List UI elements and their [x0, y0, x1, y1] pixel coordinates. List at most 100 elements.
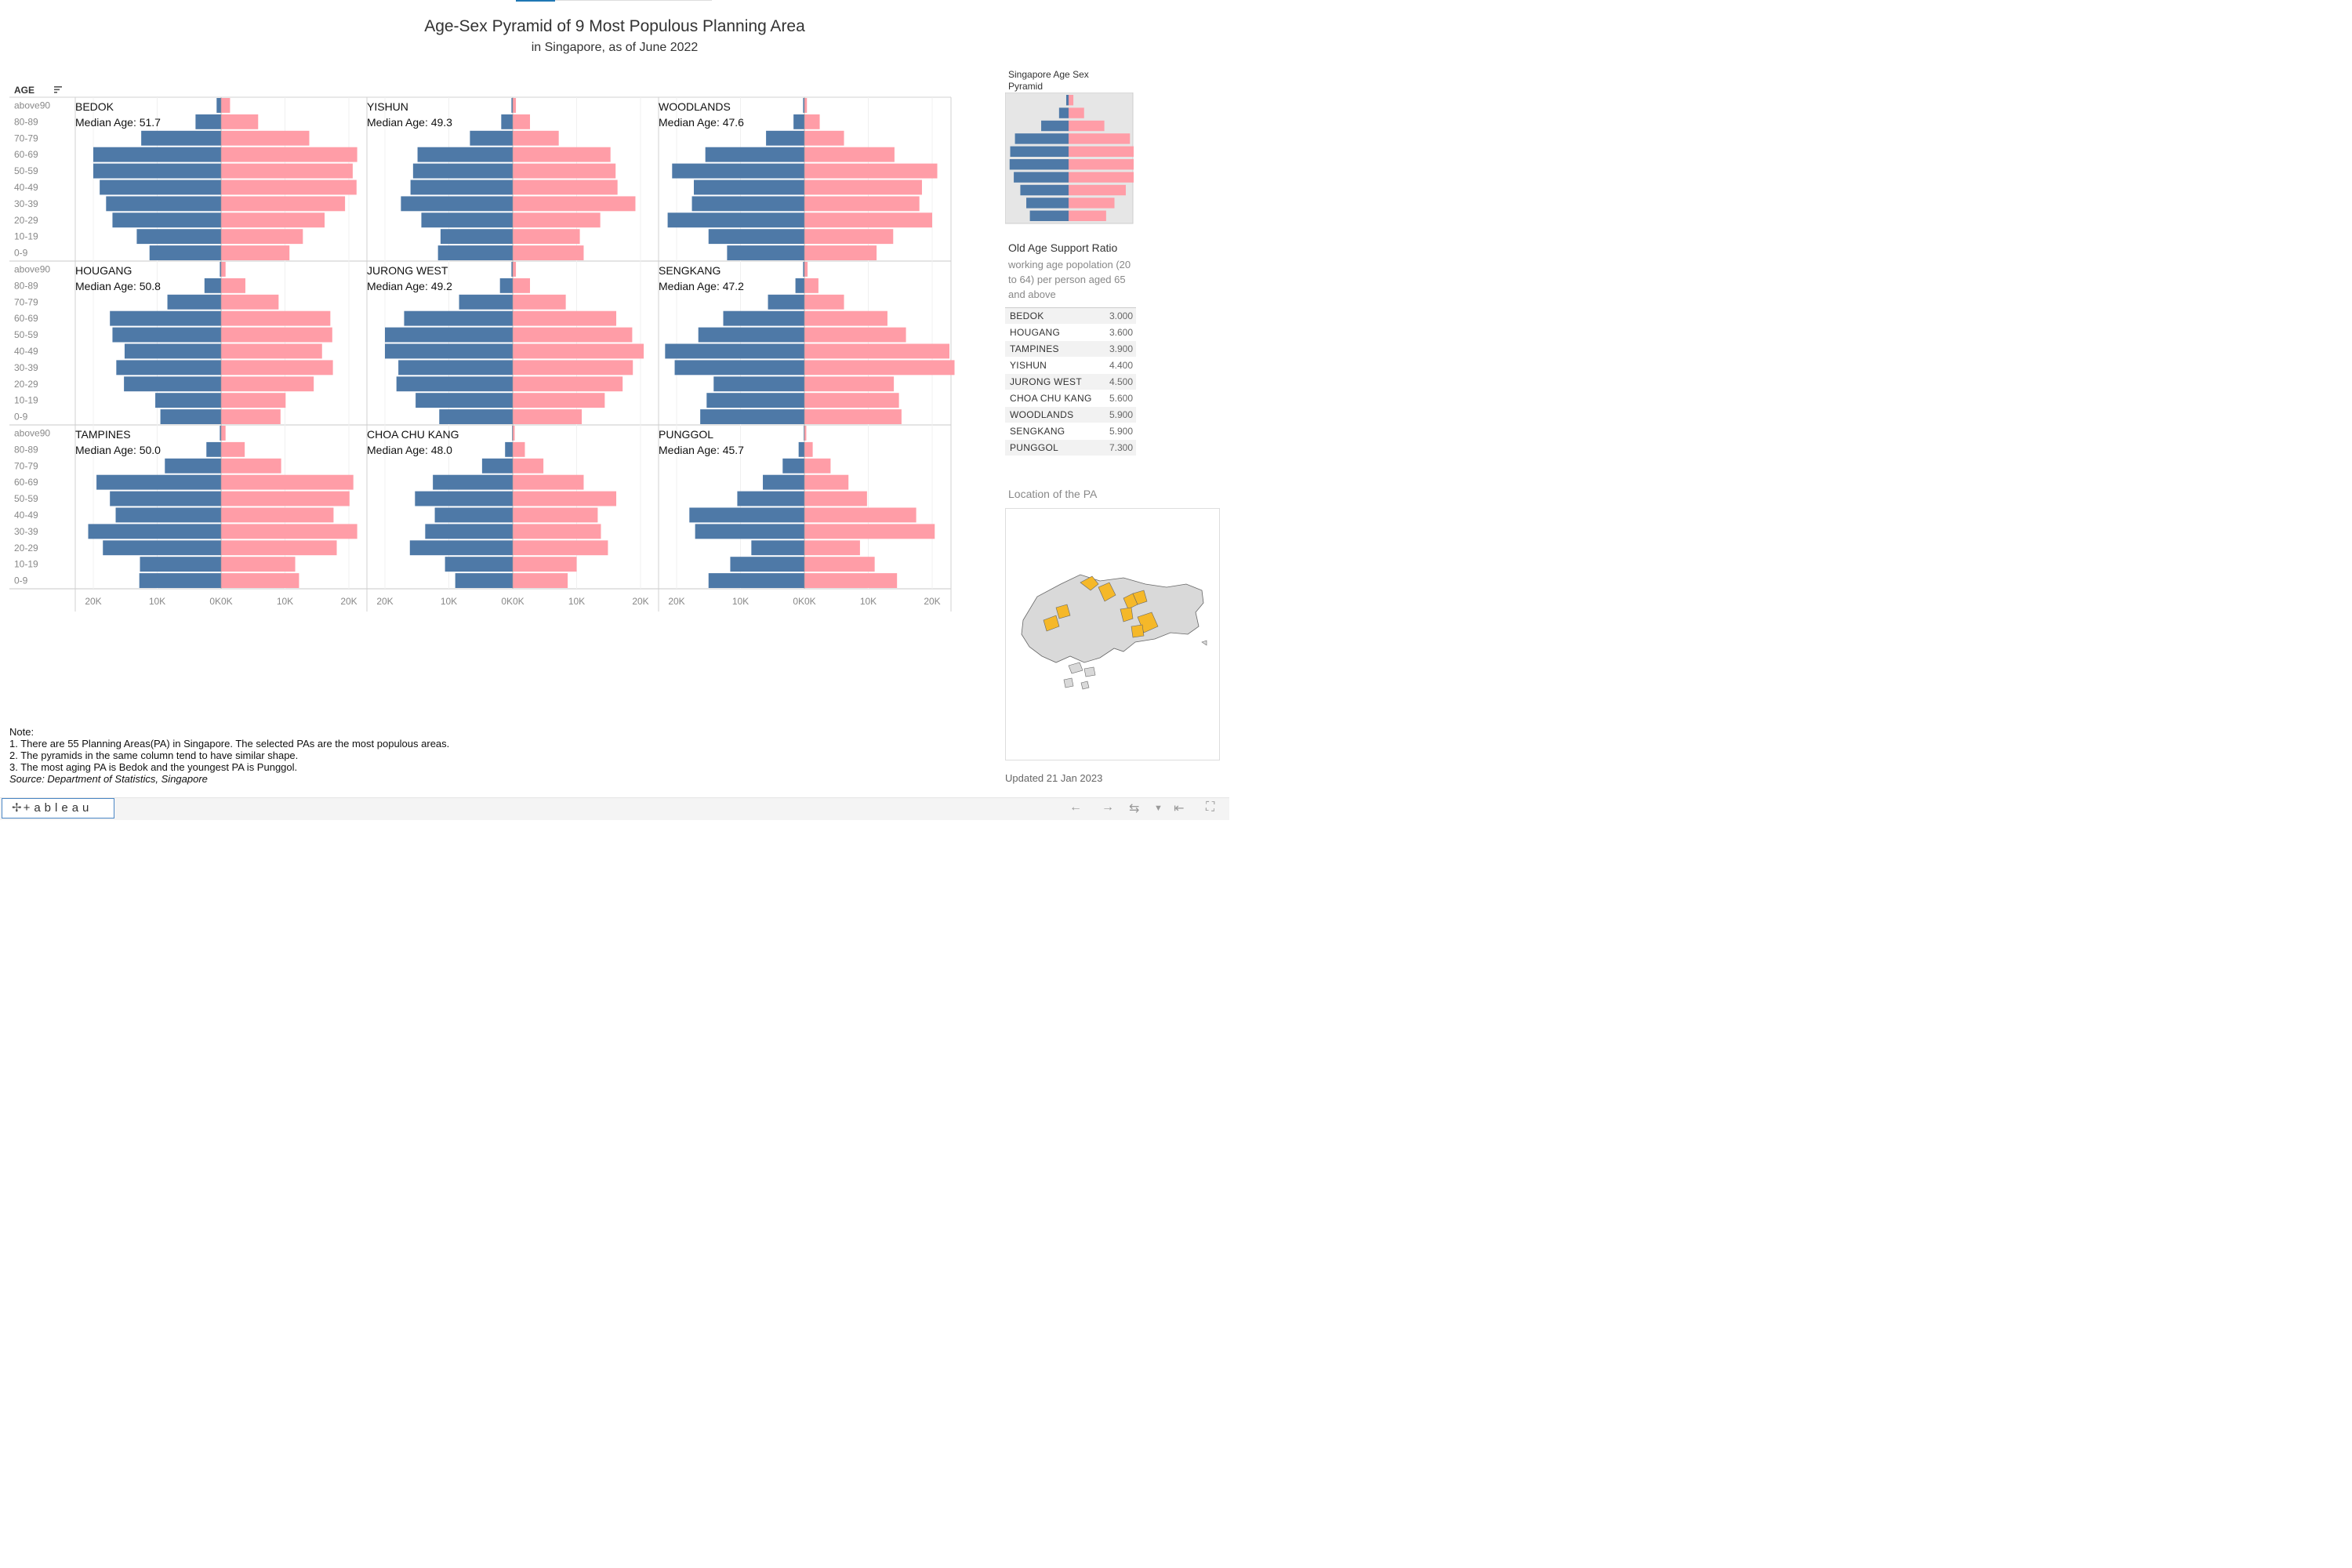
bar-male[interactable] — [727, 245, 804, 260]
bar-male[interactable] — [798, 441, 804, 457]
bar-male[interactable] — [216, 98, 221, 113]
bar-male[interactable] — [417, 147, 513, 162]
bar-male[interactable] — [385, 343, 513, 359]
bar-male[interactable] — [706, 393, 804, 408]
bar-female[interactable] — [804, 458, 831, 474]
bar-female[interactable] — [513, 474, 584, 490]
bar-female[interactable] — [221, 245, 290, 260]
oasr-row[interactable]: BEDOK 3.000 — [1005, 308, 1136, 325]
bar-male[interactable] — [691, 196, 804, 212]
bar-male[interactable] — [100, 180, 222, 195]
bar-female[interactable] — [221, 441, 245, 457]
bar-male[interactable] — [149, 245, 221, 260]
bar-female[interactable] — [804, 343, 950, 359]
bar-female[interactable] — [513, 114, 531, 129]
bar-female[interactable] — [221, 130, 310, 146]
bar-female[interactable] — [513, 393, 605, 408]
bar-female[interactable] — [221, 540, 337, 556]
bar-male[interactable] — [206, 441, 221, 457]
bar-male[interactable] — [140, 557, 221, 572]
bar-female[interactable] — [804, 540, 860, 556]
bar-female[interactable] — [513, 426, 515, 441]
oasr-row[interactable]: HOUGANG 3.600 — [1005, 325, 1136, 341]
mini-bar-female[interactable] — [1069, 210, 1106, 221]
oasr-row[interactable]: SENGKANG 5.900 — [1005, 423, 1136, 440]
bar-female[interactable] — [804, 327, 906, 343]
bar-male[interactable] — [96, 474, 221, 490]
bar-female[interactable] — [221, 426, 226, 441]
map-region-punggol[interactable] — [1132, 590, 1148, 605]
bar-female[interactable] — [804, 130, 844, 146]
bar-female[interactable] — [513, 98, 517, 113]
undo-icon[interactable]: ← — [1069, 800, 1082, 814]
bar-female[interactable] — [513, 409, 583, 424]
bar-male[interactable] — [672, 163, 804, 179]
bar-female[interactable] — [221, 114, 259, 129]
bar-male[interactable] — [698, 327, 804, 343]
bar-male[interactable] — [708, 229, 804, 245]
bar-male[interactable] — [751, 540, 804, 556]
mini-bar-female[interactable] — [1069, 198, 1115, 209]
bar-male[interactable] — [136, 229, 221, 245]
oasr-row[interactable]: JURONG WEST 4.500 — [1005, 374, 1136, 390]
oasr-row[interactable]: TAMPINES 3.900 — [1005, 341, 1136, 358]
bar-female[interactable] — [221, 524, 358, 539]
bar-male[interactable] — [398, 360, 513, 376]
mini-bar-male[interactable] — [1020, 184, 1069, 196]
bar-female[interactable] — [221, 262, 226, 277]
bar-female[interactable] — [221, 180, 357, 195]
mini-bar-male[interactable] — [1014, 133, 1069, 144]
bar-female[interactable] — [804, 426, 807, 441]
bar-female[interactable] — [513, 229, 580, 245]
bar-male[interactable] — [439, 409, 513, 424]
bar-female[interactable] — [221, 458, 281, 474]
mini-bar-female[interactable] — [1069, 133, 1131, 144]
map-region-jurong-west[interactable] — [1043, 615, 1060, 632]
mini-bar-female[interactable] — [1069, 184, 1126, 196]
bar-female[interactable] — [804, 393, 899, 408]
bar-male[interactable] — [667, 212, 804, 228]
bar-male[interactable] — [440, 229, 513, 245]
bar-male[interactable] — [768, 294, 804, 310]
bar-male[interactable] — [103, 540, 221, 556]
revert-icon[interactable]: ⇆ — [1129, 802, 1140, 815]
bar-female[interactable] — [221, 163, 353, 179]
bar-male[interactable] — [165, 458, 221, 474]
fullscreen-icon[interactable]: ⛶ — [1206, 800, 1215, 814]
bar-male[interactable] — [763, 474, 804, 490]
bar-male[interactable] — [385, 327, 513, 343]
bar-female[interactable] — [804, 310, 887, 326]
bar-female[interactable] — [804, 196, 920, 212]
bar-female[interactable] — [221, 376, 314, 392]
bar-male[interactable] — [708, 573, 804, 588]
bar-male[interactable] — [730, 557, 804, 572]
mini-bar-female[interactable] — [1069, 146, 1134, 157]
bar-female[interactable] — [221, 147, 358, 162]
mini-bar-male[interactable] — [1065, 95, 1069, 106]
bar-male[interactable] — [93, 163, 221, 179]
bar-female[interactable] — [804, 163, 938, 179]
bar-male[interactable] — [421, 212, 513, 228]
bar-female[interactable] — [513, 278, 531, 293]
bar-female[interactable] — [804, 114, 820, 129]
bar-male[interactable] — [511, 262, 513, 277]
mini-bar-female[interactable] — [1069, 107, 1084, 118]
bar-male[interactable] — [396, 376, 513, 392]
bar-female[interactable] — [804, 147, 895, 162]
map-region-woodlands[interactable] — [1080, 575, 1099, 591]
bar-male[interactable] — [501, 114, 513, 129]
bar-male[interactable] — [434, 507, 513, 523]
bar-female[interactable] — [513, 441, 525, 457]
bar-male[interactable] — [195, 114, 221, 129]
oasr-row[interactable]: PUNGGOL 7.300 — [1005, 440, 1136, 456]
bar-male[interactable] — [110, 491, 221, 506]
mini-bar-male[interactable] — [1026, 198, 1069, 209]
bar-female[interactable] — [513, 147, 611, 162]
bar-female[interactable] — [221, 557, 296, 572]
bar-female[interactable] — [221, 294, 279, 310]
bar-male[interactable] — [415, 491, 513, 506]
bar-female[interactable] — [513, 130, 559, 146]
oasr-row[interactable]: YISHUN 4.400 — [1005, 358, 1136, 374]
bar-male[interactable] — [793, 114, 804, 129]
bar-female[interactable] — [221, 573, 299, 588]
